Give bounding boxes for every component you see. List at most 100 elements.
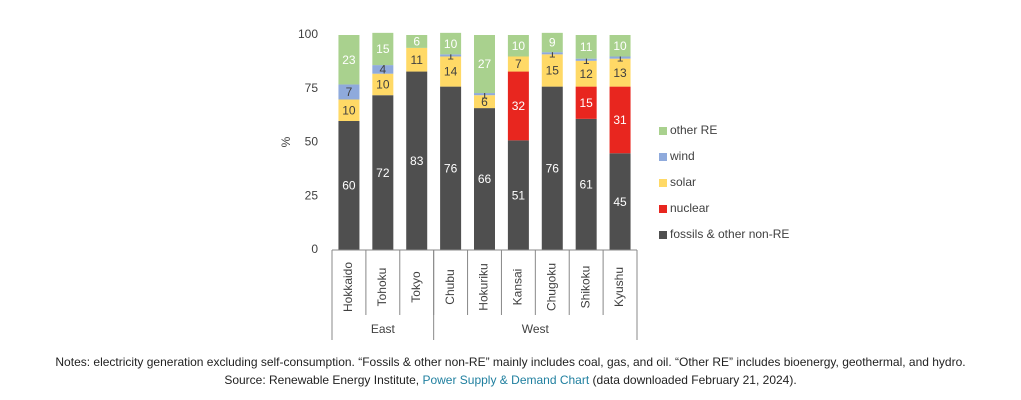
- legend-swatch: [659, 127, 667, 135]
- data-label: 61: [579, 178, 593, 192]
- x-tick-label: Chugoku: [544, 263, 558, 311]
- bar-segment: [541, 32, 563, 53]
- data-label: 4: [379, 63, 386, 77]
- data-label: 31: [613, 113, 627, 127]
- y-tick-label: 50: [305, 135, 319, 149]
- bar-segment: [338, 121, 360, 250]
- x-tick-label: Shikoku: [578, 266, 592, 309]
- data-label: 6: [413, 35, 420, 49]
- bar-segment: [406, 47, 428, 72]
- bar-segment: [575, 35, 597, 59]
- bar-segment: [609, 56, 631, 59]
- data-label: 1: [447, 49, 454, 63]
- data-label: 1: [549, 46, 556, 60]
- data-label: 76: [546, 161, 560, 175]
- group-label: West: [522, 322, 550, 336]
- bar-segment: [575, 86, 597, 119]
- source-suffix: (data downloaded February 21, 2024).: [592, 373, 797, 387]
- data-label: 60: [342, 179, 356, 193]
- y-axis-label: %: [279, 136, 293, 147]
- data-label: 6: [481, 95, 488, 109]
- legend-label: fossils & other non-RE: [670, 227, 789, 241]
- bar-segment: [338, 84, 360, 100]
- bar-segment: [406, 71, 428, 250]
- data-label: 66: [478, 172, 492, 186]
- source-link[interactable]: Power Supply & Demand Chart: [422, 373, 590, 387]
- data-label: 9: [549, 36, 556, 50]
- chart: % 02550751006010723Hokkaido7210415Tohoku…: [279, 27, 789, 340]
- bar-segment: [507, 35, 529, 57]
- bar-segment: [609, 86, 631, 154]
- data-label: 11: [580, 40, 593, 54]
- bar-segment: [474, 95, 495, 109]
- data-label: 10: [613, 39, 627, 53]
- bar-segment: [440, 56, 462, 87]
- data-label: 12: [579, 67, 593, 81]
- bar-segment: [609, 35, 631, 57]
- data-label: 14: [444, 65, 458, 79]
- x-tick-label: Tokyo: [409, 271, 423, 303]
- data-label: 76: [444, 161, 458, 175]
- data-label: 1: [481, 87, 488, 101]
- data-label: 15: [579, 96, 593, 110]
- data-label: 32: [512, 99, 526, 113]
- data-label: 10: [512, 39, 526, 53]
- bar-segment: [372, 95, 394, 250]
- source-line: Source: Renewable Energy Institute, Powe…: [0, 371, 1021, 389]
- bar-segment: [372, 32, 394, 66]
- legend-label: other RE: [670, 123, 717, 137]
- legend-swatch: [659, 205, 667, 213]
- x-tick-label: Tohoku: [375, 268, 389, 307]
- bar-segment: [541, 52, 563, 55]
- data-label: 51: [512, 188, 526, 202]
- bar-segment: [440, 86, 462, 250]
- bar-segment: [474, 93, 495, 96]
- x-tick-label: Hokkaido: [341, 262, 355, 312]
- group-label: East: [371, 322, 396, 336]
- source-prefix: Source: Renewable Energy Institute,: [224, 373, 420, 387]
- data-label: 27: [478, 57, 492, 71]
- data-label: 10: [444, 37, 458, 51]
- bar-segment: [372, 73, 394, 96]
- data-label: 15: [546, 64, 560, 78]
- data-label: 15: [376, 42, 390, 56]
- data-label: 45: [613, 195, 627, 209]
- data-label: 10: [376, 78, 390, 92]
- data-label: 11: [410, 53, 423, 67]
- legend-label: nuclear: [670, 201, 709, 215]
- bar-segment: [338, 35, 360, 85]
- data-label: 13: [613, 66, 627, 80]
- y-tick-label: 100: [298, 27, 318, 41]
- y-tick-label: 75: [305, 81, 319, 95]
- bar-segment: [440, 54, 462, 57]
- y-tick-label: 0: [311, 242, 318, 256]
- bar-segment: [609, 58, 631, 87]
- data-label: 7: [515, 57, 522, 71]
- bar-segment: [507, 71, 529, 141]
- bar-segment: [609, 153, 631, 250]
- bar-segment: [541, 54, 563, 87]
- bar-segment: [541, 86, 563, 250]
- notes: Notes: electricity generation excluding …: [0, 353, 1021, 389]
- bar-segment: [338, 99, 360, 121]
- legend-label: wind: [669, 149, 695, 163]
- legend-swatch: [659, 231, 667, 239]
- bar-segment: [372, 65, 394, 74]
- notes-text: Notes: electricity generation excluding …: [55, 355, 966, 369]
- x-tick-label: Hokuriku: [477, 263, 491, 310]
- data-label: 83: [410, 154, 424, 168]
- x-tick-label: Kansai: [511, 269, 525, 306]
- data-label: 1: [617, 51, 624, 65]
- data-label: 72: [376, 166, 390, 180]
- data-label: 10: [342, 103, 356, 117]
- data-label: 7: [346, 85, 353, 99]
- bar-segment: [507, 140, 529, 250]
- bar-segment: [440, 32, 462, 55]
- bar-segment: [406, 35, 428, 48]
- bar-segment: [474, 35, 495, 94]
- bar-segment: [474, 108, 495, 250]
- data-label: 23: [342, 53, 356, 67]
- legend-swatch: [659, 179, 667, 187]
- bar-segment: [575, 60, 597, 87]
